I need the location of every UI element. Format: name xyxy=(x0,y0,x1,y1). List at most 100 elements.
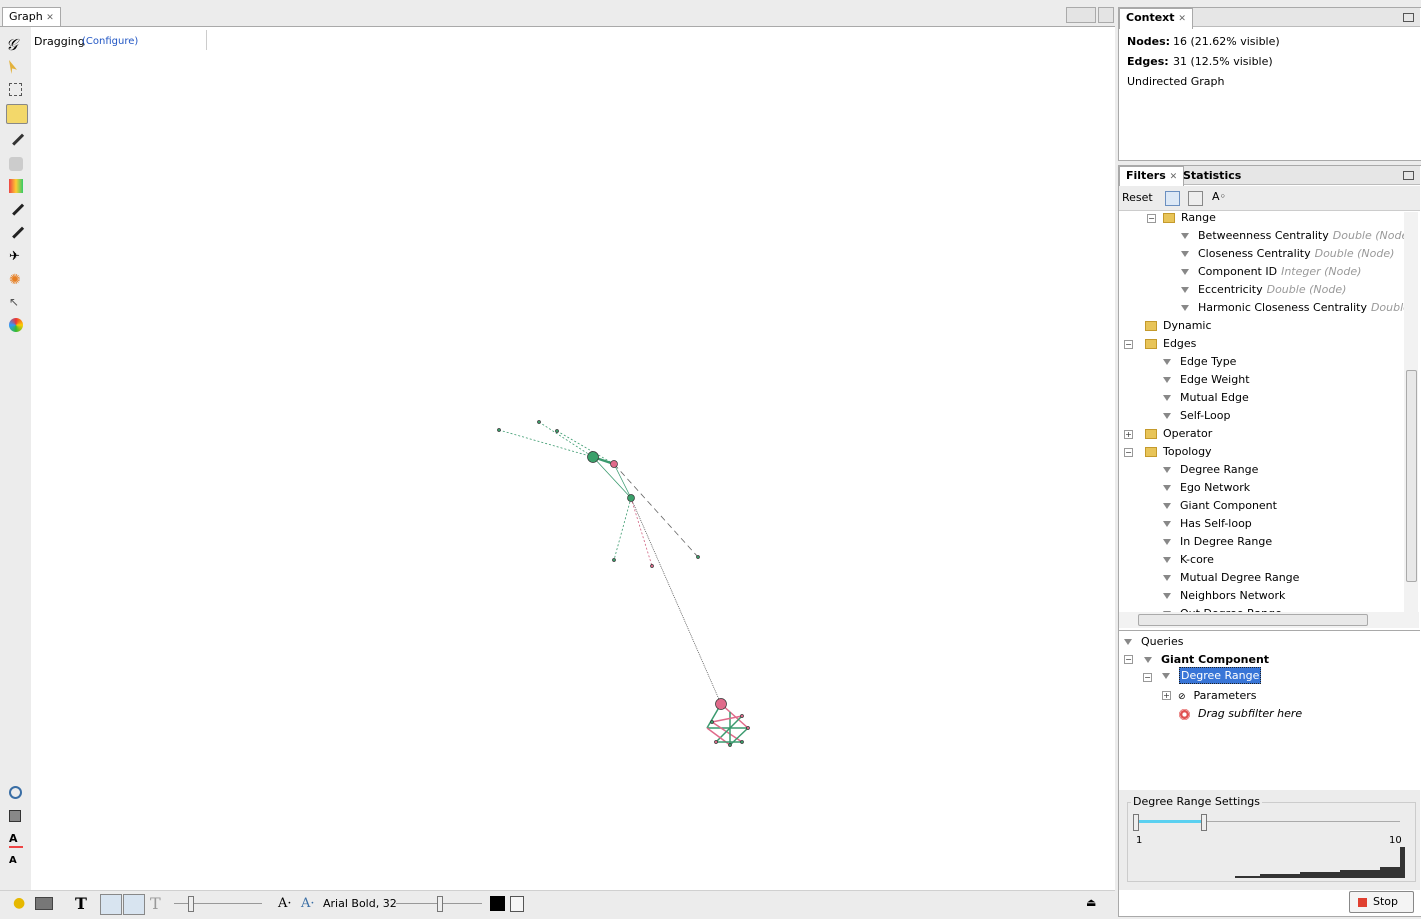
filter-label: Self-Loop xyxy=(1180,409,1231,422)
font-size-button[interactable]: A· xyxy=(278,896,292,911)
edges-value: 31 (12.5% visible) xyxy=(1173,55,1273,68)
filter-row[interactable]: Edge Weight xyxy=(1163,371,1250,389)
shortest-path-tool[interactable]: ✈ xyxy=(9,249,20,264)
filter-row[interactable]: Mutual Edge xyxy=(1163,389,1249,407)
folder-row[interactable]: Edges xyxy=(1145,335,1196,353)
size-tool[interactable] xyxy=(9,157,23,171)
label-color-tool[interactable]: A xyxy=(9,832,23,848)
context-tab[interactable]: Context ✕ xyxy=(1119,8,1193,29)
edit-tool[interactable]: ↖ xyxy=(9,295,20,309)
labels-button[interactable]: T xyxy=(75,894,87,913)
filter-row[interactable]: K-core xyxy=(1163,551,1214,569)
select-tool[interactable] xyxy=(9,60,17,74)
tree-scrollbar[interactable] xyxy=(1404,212,1418,612)
neighbors-tool[interactable] xyxy=(9,318,23,332)
filter-icon xyxy=(1163,485,1171,491)
heat-map-tool[interactable]: ✺ xyxy=(9,272,21,288)
expand-button[interactable]: ⏏ xyxy=(1086,896,1097,909)
filter-row[interactable]: Closeness Centrality Double (Node) xyxy=(1181,245,1394,263)
filter-icon xyxy=(1163,359,1171,365)
collapse-toggle[interactable]: − xyxy=(1147,214,1156,223)
minimize-button[interactable] xyxy=(1403,13,1414,22)
range-thumb-high[interactable] xyxy=(1201,814,1207,831)
filter-icon xyxy=(1163,539,1171,545)
light-button[interactable]: ● xyxy=(13,895,26,911)
edges-label: Edges: xyxy=(1127,55,1169,68)
zoom-tool[interactable] xyxy=(9,786,22,799)
edge-color-button[interactable] xyxy=(123,894,145,915)
graph-type: Undirected Graph xyxy=(1127,75,1225,88)
drag-tool[interactable] xyxy=(6,104,28,124)
filter-row[interactable]: Out Degree Range xyxy=(1163,605,1282,612)
folder-row[interactable]: Dynamic xyxy=(1145,317,1212,335)
filter-row[interactable]: Neighbors Network xyxy=(1163,587,1285,605)
minimize-button[interactable] xyxy=(1403,171,1414,180)
filter-row[interactable]: Has Self-loop xyxy=(1163,515,1252,533)
configure-link[interactable]: (Configure) xyxy=(82,36,139,47)
folder-row[interactable]: Topology xyxy=(1145,443,1212,461)
color-swatch[interactable] xyxy=(490,896,505,911)
collapse-toggle[interactable]: − xyxy=(1143,673,1152,682)
label-size-tool[interactable]: A xyxy=(9,855,17,866)
folder-row[interactable]: Operator xyxy=(1145,425,1212,443)
range-thumb-low[interactable] xyxy=(1133,814,1139,831)
filter-icon xyxy=(1163,467,1171,473)
tree-hscrollbar[interactable] xyxy=(1119,612,1419,628)
query-row[interactable]: Giant Component xyxy=(1144,653,1269,666)
filter-row[interactable]: Ego Network xyxy=(1163,479,1250,497)
filter-icon xyxy=(1181,251,1189,257)
background-tool[interactable] xyxy=(9,810,21,822)
tab-nav[interactable] xyxy=(1066,7,1096,23)
subfilter-row[interactable]: Degree Range xyxy=(1162,667,1262,684)
filter-row[interactable]: Component ID Integer (Node) xyxy=(1181,263,1361,281)
export-button[interactable] xyxy=(1165,191,1180,206)
filter-row[interactable]: Giant Component xyxy=(1163,497,1277,515)
collapse-toggle[interactable]: − xyxy=(1124,655,1133,664)
font-color-button[interactable]: A· xyxy=(301,896,315,911)
rect-select-tool[interactable] xyxy=(9,83,22,96)
filter-label: Edge Type xyxy=(1180,355,1237,368)
statistics-tab[interactable]: Statistics xyxy=(1183,169,1242,182)
folder-row[interactable]: Range xyxy=(1163,212,1216,227)
collapse-toggle[interactable]: − xyxy=(1124,448,1133,457)
screenshot-button[interactable] xyxy=(35,897,53,910)
drop-row: Drag subfilter here xyxy=(1179,707,1302,720)
filter-row[interactable]: Edge Type xyxy=(1163,353,1236,371)
filter-row[interactable]: Degree Range xyxy=(1163,461,1258,479)
edge-labels-button[interactable]: T xyxy=(150,894,161,913)
filter-icon xyxy=(1163,377,1171,383)
left-toolbar: 𝒢 ✈ ✺ ↖ A A xyxy=(0,27,31,891)
expand-toggle[interactable]: + xyxy=(1162,691,1171,700)
slider-thumb[interactable] xyxy=(437,896,443,912)
edges-button[interactable] xyxy=(100,894,122,915)
parameters-row[interactable]: ⊘ Parameters xyxy=(1178,689,1257,702)
expand-toggle[interactable]: + xyxy=(1124,430,1133,439)
import-button[interactable] xyxy=(1188,191,1203,206)
filter-icon xyxy=(1163,575,1171,581)
filter-label: Component ID xyxy=(1198,265,1278,278)
reset-button[interactable]: Reset xyxy=(1122,191,1153,204)
slider-thumb[interactable] xyxy=(188,896,194,912)
filters-tab[interactable]: Filters ✕ xyxy=(1119,166,1185,187)
filter-row[interactable]: Mutual Degree Range xyxy=(1163,569,1299,587)
filter-icon xyxy=(1163,413,1171,419)
edge-scale-slider[interactable] xyxy=(174,903,262,904)
stop-button[interactable]: Stop xyxy=(1349,891,1414,913)
graph-tab[interactable]: Graph ✕ xyxy=(2,7,61,30)
filter-label: Ego Network xyxy=(1180,481,1251,494)
collapse-toggle[interactable]: − xyxy=(1124,340,1133,349)
filter-type: Double (Node) xyxy=(1266,283,1347,296)
filter-label: In Degree Range xyxy=(1180,535,1273,548)
settings-button[interactable] xyxy=(510,896,524,912)
auto-refresh-button[interactable]: A◦ xyxy=(1212,190,1227,203)
filter-icon xyxy=(1163,611,1171,612)
filter-row[interactable]: Self-Loop xyxy=(1163,407,1230,425)
color-tool[interactable] xyxy=(9,179,23,193)
filter-row[interactable]: Eccentricity Double (Node) xyxy=(1181,281,1346,299)
font-label[interactable]: Arial Bold, 32 xyxy=(323,897,397,910)
tab-menu[interactable] xyxy=(1098,7,1114,23)
filter-row[interactable]: In Degree Range xyxy=(1163,533,1272,551)
